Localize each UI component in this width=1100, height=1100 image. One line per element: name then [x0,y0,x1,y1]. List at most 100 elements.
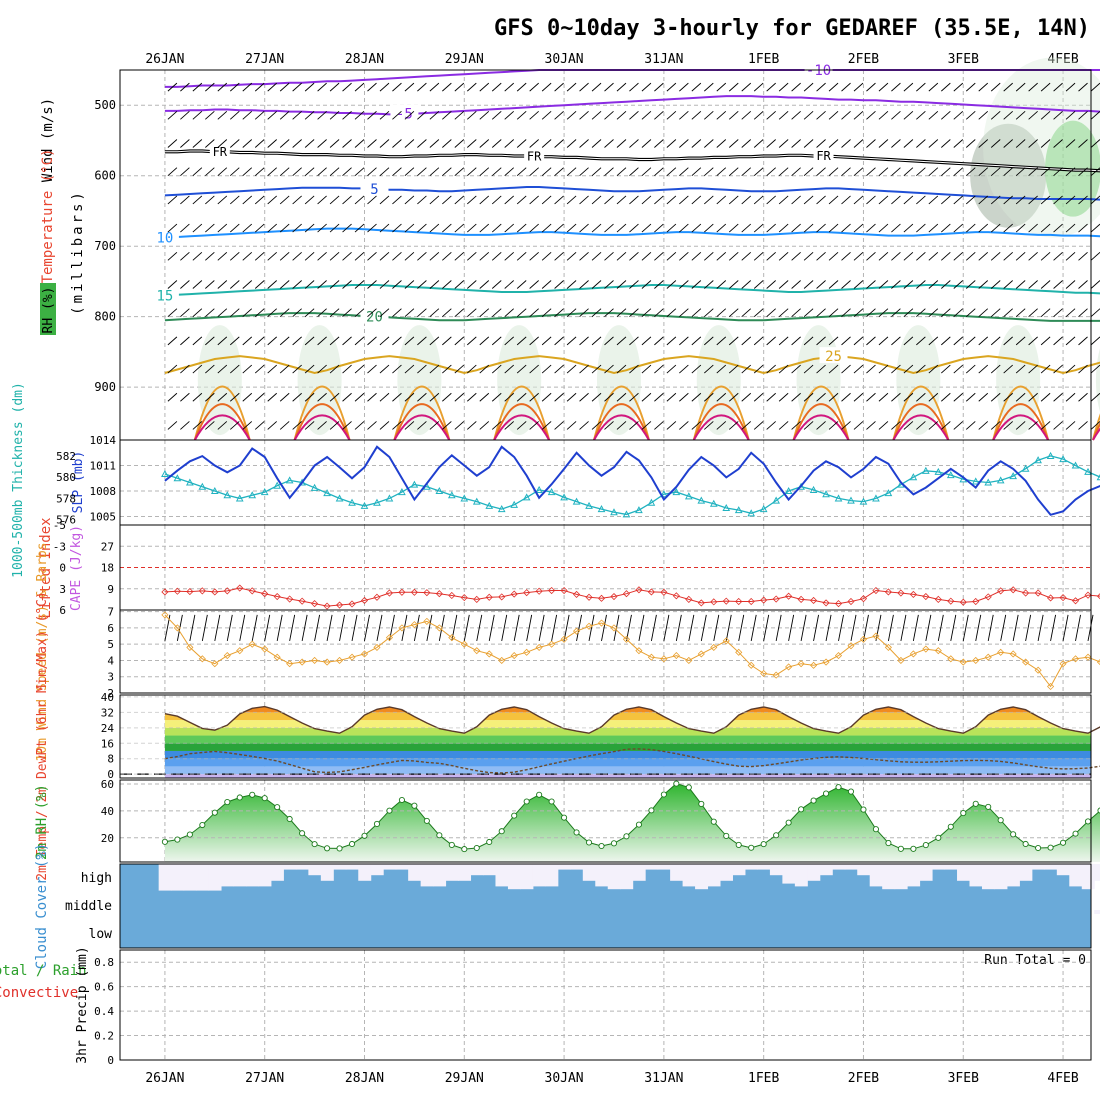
wind-barb [1078,364,1088,374]
rh-point [311,841,318,848]
wind-barb [1015,308,1026,318]
cloud-gap-high [720,864,733,881]
wind-barb [616,280,627,289]
wind-barb [1053,110,1063,120]
wind-barb [866,364,876,374]
wind-barb-10m [825,614,832,642]
surface-isotherm [992,385,1050,441]
wind-barb [479,195,490,205]
cloud-gap-high [632,864,646,881]
wind-barb [953,308,964,318]
wind-barb [903,251,914,261]
wind-barb [504,392,515,402]
lifted-index-point [248,587,256,595]
wind-barb [242,223,253,233]
lifted-index-point [1034,589,1042,597]
wind-barb [454,336,465,346]
wind-barb [254,392,265,402]
wind-barb [591,421,602,430]
wind-barb [342,280,352,289]
wind-barb [928,308,939,318]
wind-barb [965,223,976,233]
wind-barb [192,110,203,120]
wind-barb [554,251,564,261]
wind-barb [654,82,664,92]
cloud-gap-high [245,864,259,887]
wind-barb [853,139,864,148]
wind-barb [242,421,253,430]
rh-point [985,803,992,810]
wind-barb [816,251,826,261]
wind-barb [741,110,752,120]
wind-barb [404,139,415,148]
wind-barb [691,110,702,120]
wind-barb [529,223,539,233]
thickness-point [971,477,980,485]
wind-barb [978,280,989,289]
wind-barb-10m [339,614,345,642]
wind-barb [579,308,589,318]
wind-speed-point [161,611,169,619]
lifted-index-point [997,587,1005,595]
wind-barb [766,336,776,346]
wind-barb [417,139,427,148]
wind-barb [354,167,365,177]
wind-barb [866,110,876,120]
wind-barb-10m [526,614,533,642]
wind-barb [1090,336,1100,346]
wind-barb [516,139,527,148]
wind-barb [629,110,639,120]
wind-tick-label: 2 [107,687,114,700]
wind-barb [1090,421,1100,430]
rh-point [548,798,555,805]
wind-barb [429,392,440,402]
lifted-index-point [448,591,456,600]
wind-barb [753,364,764,374]
cape-tick-label: 9 [107,583,114,596]
thickness-point [734,506,743,514]
wind-barb [1065,251,1076,261]
cloud-cover-label: Cloud Cover (%) [34,843,50,969]
wind-speed-point [735,648,743,656]
wind-speed-point [585,622,593,630]
wind-barb [741,392,752,402]
wind-barb-10m [937,614,944,642]
wind-barb [180,82,190,92]
rh-point [573,829,580,836]
wind-barb [342,110,352,120]
cloud-gap-high [707,864,721,887]
wind-barb [616,223,627,233]
thickness-point [535,485,543,493]
wind-barb [504,195,515,205]
wind-barb [778,308,789,318]
lifted-index-point [211,588,219,596]
cloud-frame [119,863,1092,949]
temperature-band [164,735,1091,744]
wind-barb [816,110,826,120]
wind-barb-10m [887,614,894,642]
lifted-index-point [460,594,468,602]
rh-point [598,842,605,850]
wind-barb [704,336,714,346]
cloud-gap-high [981,864,995,890]
wind-speed-point [1084,653,1092,661]
wind-barb [841,392,851,402]
temperature-band [164,758,1091,767]
wind-barb [267,308,278,318]
wind-barb [479,110,490,120]
temperature-band [164,766,1091,775]
wind-barb [753,280,764,289]
wind-barb [479,139,490,148]
wind-barb [828,195,839,205]
wind-barb-10m [463,614,470,642]
wind-barb [404,364,415,374]
wind-barb [229,223,240,233]
wind-speed-point [909,650,917,658]
wind-speed-point [410,621,418,629]
wind-barb [716,280,727,289]
surface-isotherm [393,403,451,441]
wind-barb [1090,308,1100,318]
wind-barb [491,308,502,318]
wind-barb [679,251,689,261]
surface-isotherm [493,414,550,441]
